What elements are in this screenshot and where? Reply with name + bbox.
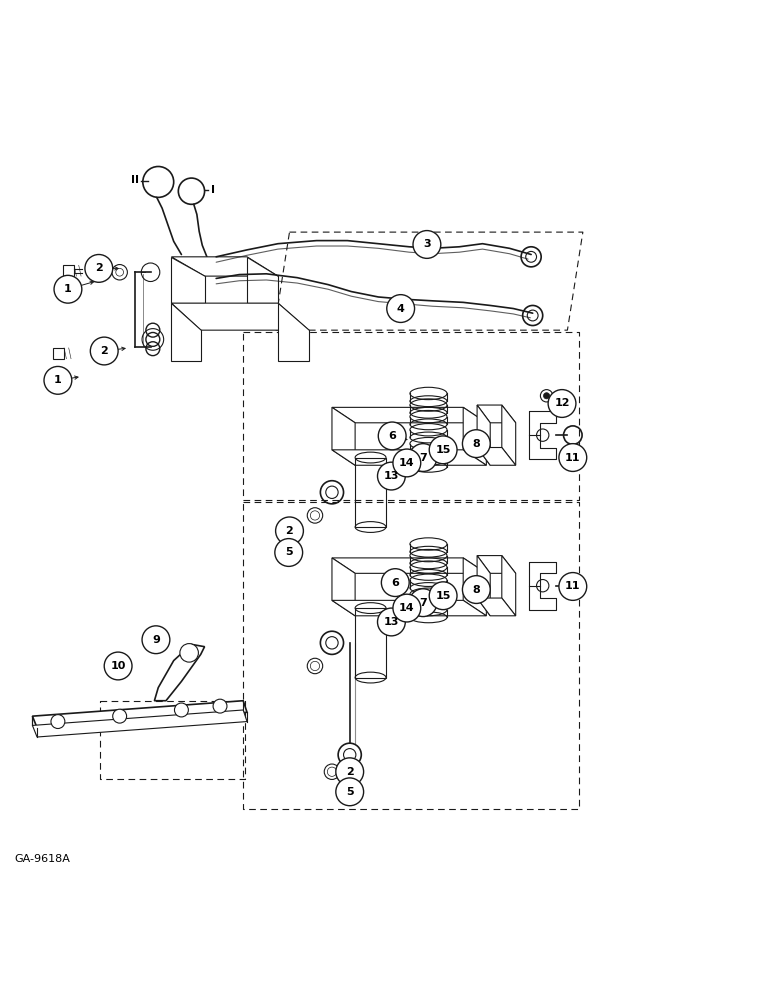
Circle shape [462,576,490,603]
Text: 13: 13 [384,471,399,481]
Polygon shape [477,405,490,465]
Circle shape [90,337,118,365]
Circle shape [378,608,405,636]
Circle shape [44,366,72,394]
Polygon shape [477,556,490,616]
Circle shape [393,449,421,477]
Circle shape [393,594,421,622]
Text: 11: 11 [565,453,581,463]
Text: 9: 9 [152,635,160,645]
Text: 10: 10 [110,661,126,671]
Circle shape [559,573,587,600]
Circle shape [409,444,437,471]
Text: 2: 2 [100,346,108,356]
Polygon shape [32,701,247,728]
Circle shape [51,715,65,729]
Polygon shape [171,257,205,303]
Circle shape [413,231,441,258]
Circle shape [378,422,406,450]
Polygon shape [463,558,486,616]
Circle shape [174,703,188,717]
Polygon shape [32,710,247,737]
Text: 13: 13 [384,617,399,627]
Polygon shape [278,303,309,361]
Text: 7: 7 [419,598,427,608]
Text: 2: 2 [346,767,354,777]
Text: 6: 6 [388,431,396,441]
Polygon shape [502,405,516,465]
Circle shape [559,444,587,471]
Circle shape [543,393,550,399]
Circle shape [213,699,227,713]
Polygon shape [332,558,486,573]
Bar [63,265,74,276]
Circle shape [387,295,415,322]
Circle shape [336,778,364,806]
Circle shape [275,539,303,566]
Circle shape [336,758,364,786]
Circle shape [381,569,409,596]
Circle shape [142,626,170,654]
Polygon shape [332,450,486,465]
Text: 12: 12 [554,398,570,408]
Circle shape [429,582,457,610]
Circle shape [378,462,405,490]
Polygon shape [247,257,278,303]
Circle shape [409,589,437,617]
Polygon shape [463,407,486,465]
Bar [355,458,386,527]
Text: 4: 4 [397,304,405,314]
Bar [53,348,64,359]
Text: 8: 8 [472,585,480,595]
Polygon shape [332,407,486,423]
Polygon shape [502,556,516,616]
Text: 1: 1 [54,375,62,385]
Text: 8: 8 [472,439,480,449]
Polygon shape [332,407,355,465]
Polygon shape [171,303,309,330]
Text: 5: 5 [346,787,354,797]
Text: 2: 2 [95,263,103,273]
Polygon shape [477,556,516,573]
Polygon shape [477,405,516,423]
Text: GA-9618A: GA-9618A [14,854,69,864]
Text: 2: 2 [286,526,293,536]
Text: 1: 1 [64,284,72,294]
Text: 15: 15 [435,445,451,455]
Text: I: I [211,185,215,195]
Bar [355,608,386,678]
Circle shape [85,255,113,282]
Text: 14: 14 [399,458,415,468]
Circle shape [429,436,457,464]
Circle shape [180,644,198,662]
Circle shape [462,430,490,458]
Circle shape [54,275,82,303]
Text: 5: 5 [285,547,293,557]
Polygon shape [332,600,486,616]
Circle shape [104,652,132,680]
Text: II: II [131,175,139,185]
Circle shape [276,517,303,545]
Text: 15: 15 [435,591,451,601]
Polygon shape [171,303,201,361]
Text: 14: 14 [399,603,415,613]
Polygon shape [477,448,516,465]
Text: 3: 3 [423,239,431,249]
Text: 11: 11 [565,581,581,591]
Polygon shape [332,558,355,616]
Polygon shape [154,644,205,701]
Text: 7: 7 [419,453,427,463]
Polygon shape [477,598,516,616]
Polygon shape [171,257,278,276]
Circle shape [548,390,576,417]
Text: 6: 6 [391,578,399,588]
Circle shape [113,709,127,723]
